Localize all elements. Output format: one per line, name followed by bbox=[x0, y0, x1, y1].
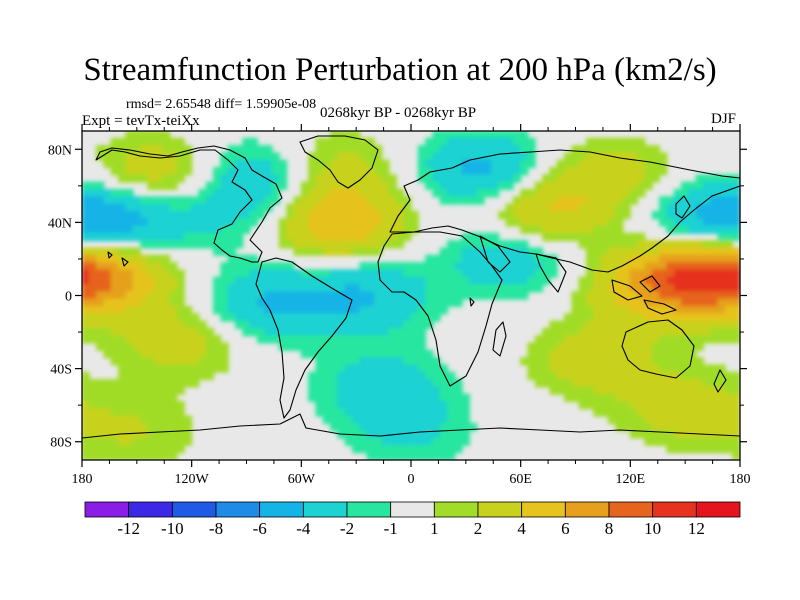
colorbar-box bbox=[695, 501, 741, 518]
coastline-madagascar bbox=[492, 321, 507, 357]
colorbar-box bbox=[564, 501, 610, 518]
coastline-south-america bbox=[255, 257, 353, 419]
y-tick-label: 40S bbox=[50, 363, 72, 378]
colorbar-label: 2 bbox=[474, 519, 483, 538]
experiment-label: Expt = tevTx-teiXx bbox=[82, 113, 200, 129]
x-tick-label: 120W bbox=[175, 472, 210, 487]
coastline-south-asia bbox=[479, 235, 567, 293]
colorbar-label: -10 bbox=[161, 519, 184, 538]
axis-ticks: 180 120W 60W 0 60E 120E 180 80N 40N 0 40S 80S bbox=[48, 124, 751, 487]
coastline-japan bbox=[675, 195, 691, 219]
y-tick-label: 40N bbox=[48, 216, 72, 231]
chart-title: Streamfunction Perturbation at 200 hPa (… bbox=[83, 52, 717, 88]
coastlines bbox=[82, 135, 740, 439]
coastline-maritime-continent bbox=[611, 275, 677, 315]
x-tick-label: 180 bbox=[730, 472, 751, 487]
colorbar-label: -6 bbox=[253, 519, 267, 538]
colorbar-label: -8 bbox=[209, 519, 223, 538]
colorbar-box bbox=[433, 501, 479, 518]
coastline-australia bbox=[621, 319, 695, 379]
coastline-antarctica bbox=[82, 413, 740, 439]
season-label: DJF bbox=[711, 111, 737, 127]
colorbar-box bbox=[171, 501, 217, 518]
coastline-africa bbox=[377, 231, 503, 387]
colorbar-label: 12 bbox=[688, 519, 705, 538]
colorbar-box bbox=[608, 501, 654, 518]
period-label: 0268kyr BP - 0268kyr BP bbox=[320, 105, 477, 121]
colorbar-label: -4 bbox=[296, 519, 311, 538]
colorbar: -12 -10 -8 -6 -4 -2 -1 1 2 4 6 8 10 12 bbox=[84, 501, 741, 538]
colorbar-box bbox=[652, 501, 697, 518]
colorbar-label: 4 bbox=[517, 519, 526, 538]
colorbar-label: -2 bbox=[340, 519, 354, 538]
streamfunction-field bbox=[82, 131, 740, 460]
colorbar-box bbox=[128, 501, 173, 518]
x-tick-label: 120E bbox=[616, 472, 646, 487]
colorbar-box bbox=[302, 501, 348, 518]
coastline-islands bbox=[107, 251, 475, 307]
colorbar-label: -1 bbox=[384, 519, 398, 538]
stats-label: rmsd= 2.65548 diff= 1.59905e-08 bbox=[126, 97, 317, 112]
colorbar-box bbox=[84, 501, 130, 518]
colorbar-box bbox=[346, 501, 392, 518]
x-tick-label: 180 bbox=[72, 472, 93, 487]
coastline-greenland bbox=[299, 135, 379, 189]
colorbar-label: 6 bbox=[561, 519, 570, 538]
colorbar-box bbox=[259, 501, 304, 518]
colorbar-label: 8 bbox=[605, 519, 614, 538]
colorbar-box bbox=[521, 501, 566, 518]
y-tick-label: 0 bbox=[65, 290, 72, 305]
x-tick-label: 60W bbox=[288, 472, 316, 487]
colorbar-label: -12 bbox=[117, 519, 140, 538]
coastline-north-america bbox=[95, 145, 283, 263]
coastline-new-zealand bbox=[713, 369, 727, 393]
y-tick-label: 80S bbox=[50, 436, 72, 451]
colorbar-box bbox=[215, 501, 261, 518]
x-tick-label: 0 bbox=[408, 472, 415, 487]
colorbar-label: 1 bbox=[430, 519, 439, 538]
colorbar-label: 10 bbox=[644, 519, 661, 538]
colorbar-box bbox=[390, 501, 435, 518]
coastline-eurasia bbox=[389, 149, 740, 273]
x-tick-label: 60E bbox=[509, 472, 532, 487]
colorbar-box bbox=[477, 501, 523, 518]
y-tick-label: 80N bbox=[48, 143, 72, 158]
